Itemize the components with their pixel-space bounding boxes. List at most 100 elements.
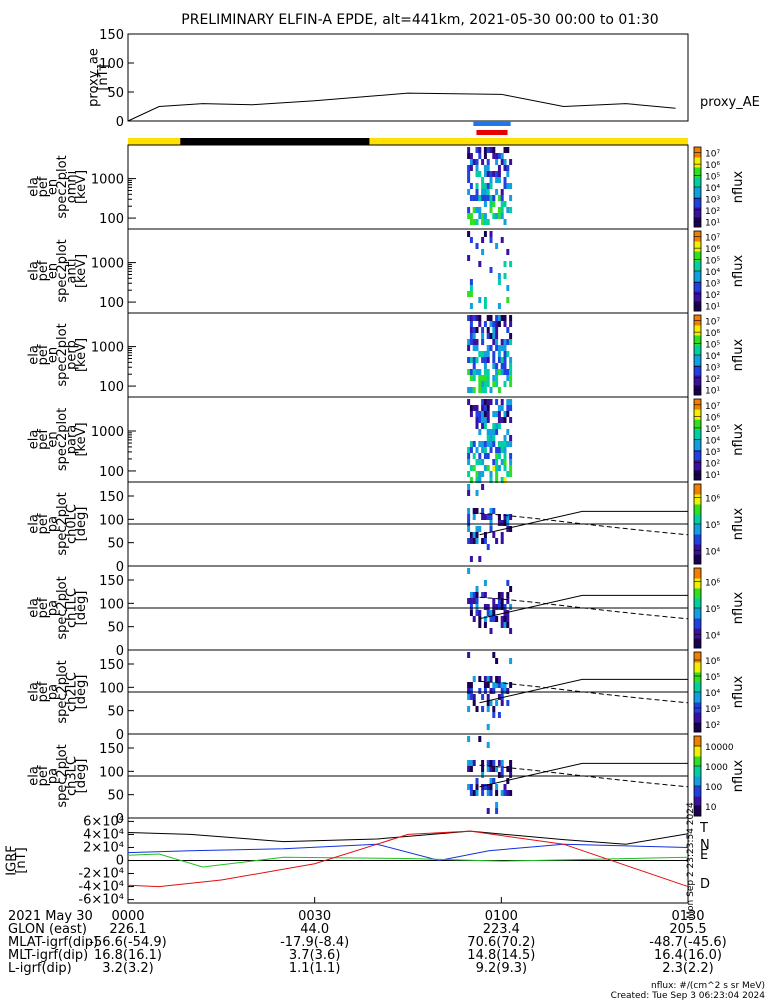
spectrogram-cell xyxy=(467,255,471,261)
colorbar-segment xyxy=(694,654,701,657)
spectrogram-cell xyxy=(469,447,473,453)
colorbar-segment xyxy=(694,421,701,424)
spectrogram-cell xyxy=(509,772,513,778)
spectrogram-cell xyxy=(481,790,485,796)
y-tick-label: 1000 xyxy=(91,173,124,188)
spectrogram-cell xyxy=(500,159,504,165)
colorbar-segment xyxy=(694,279,701,282)
spectrogram-cell xyxy=(486,610,490,616)
colorbar-segment xyxy=(694,490,701,493)
spectrogram-cell xyxy=(483,417,487,423)
spectrogram-cell xyxy=(489,784,493,790)
colorbar-label-line: nflux xyxy=(731,592,746,625)
spectrogram-cell xyxy=(495,213,499,219)
spectrogram-cell xyxy=(503,345,507,351)
spectrogram-cell xyxy=(500,237,504,243)
y-tick-label: 0 xyxy=(116,812,124,827)
spectrogram-cell xyxy=(489,471,493,477)
spectrogram-cell xyxy=(509,766,513,772)
colorbar-segment xyxy=(694,175,701,178)
spectrogram-cell xyxy=(469,411,473,417)
colorbar-segment xyxy=(694,245,701,248)
colorbar-segment xyxy=(694,598,701,601)
spectrogram-cell xyxy=(486,327,490,333)
spectrogram-cell xyxy=(497,345,501,351)
ela_pef_pa_spec2plot_ch2LC-ylabel-line: ela xyxy=(26,682,41,702)
spectrogram-cell xyxy=(489,514,493,520)
spectrogram-cell xyxy=(506,592,510,598)
spectrogram-cell xyxy=(478,261,482,267)
spectrogram-cell xyxy=(478,429,482,435)
spectrogram-cell xyxy=(469,183,473,189)
spectrogram-cell xyxy=(509,159,513,165)
colorbar-segment xyxy=(694,275,701,278)
colorbar-tick-label: 10⁷ xyxy=(705,318,720,328)
colorbar-segment xyxy=(694,255,701,258)
footer-row-label: GLON (east) xyxy=(8,922,87,937)
spectrogram-cell xyxy=(506,441,510,447)
colorbar-tick-label: 10⁶ xyxy=(705,657,720,667)
spectrogram-cell xyxy=(469,441,473,447)
y-tick-label: 150 xyxy=(99,742,124,757)
spectrogram-cell xyxy=(469,538,473,544)
spectrogram-cell xyxy=(509,604,513,610)
colorbar-tick-label: 10⁶ xyxy=(705,329,720,339)
spectrogram-cell xyxy=(486,514,490,520)
spectrogram-cell xyxy=(469,333,473,339)
spectrogram-cell xyxy=(503,453,507,459)
spectrogram-cell xyxy=(492,375,496,381)
ela_pef_en_spec2plot_perp-ylabel-line: perp xyxy=(64,340,79,370)
spectrogram-cell xyxy=(467,339,471,345)
spectrogram-cell xyxy=(481,484,485,490)
footer-value: 0100 xyxy=(485,909,518,924)
spectrogram-cell xyxy=(467,357,471,363)
colorbar-segment xyxy=(694,179,701,182)
colorbar-segment xyxy=(694,187,701,190)
spectrogram-cell xyxy=(497,411,501,417)
spectrogram-cell xyxy=(483,411,487,417)
colorbar-tick-label: 10⁴ xyxy=(705,632,720,642)
colorbar-segment xyxy=(694,518,701,521)
spectrogram-cell xyxy=(478,556,482,562)
anti-loss-cone-line xyxy=(479,596,689,620)
spectrogram-cell xyxy=(467,484,471,490)
spectrogram-cell xyxy=(497,177,501,183)
spectrogram-cell xyxy=(467,682,471,688)
colorbar-segment xyxy=(694,746,701,749)
y-tick-label: -4×10⁴ xyxy=(78,880,124,895)
colorbar-segment xyxy=(694,433,701,436)
spectrogram-cell xyxy=(489,177,493,183)
panel-frame xyxy=(127,228,689,314)
spectrogram-cell xyxy=(495,171,499,177)
spectrogram-cell xyxy=(500,189,504,195)
ela_pef_en_spec2plot_para-ylabel-line: pef xyxy=(36,429,51,450)
shadow-bar xyxy=(180,138,370,145)
colorbar-segment xyxy=(694,720,701,723)
y-tick-label: 2×10⁴ xyxy=(83,840,124,855)
colorbar-segment xyxy=(694,744,701,747)
spectrogram-cell xyxy=(478,153,482,159)
spectrogram-cell xyxy=(506,598,510,604)
spectrogram-cell xyxy=(475,508,479,514)
spectrogram-cell xyxy=(481,159,485,165)
spectrogram-cell xyxy=(497,712,501,718)
colorbar-segment xyxy=(694,578,701,581)
spectrogram-cell xyxy=(500,700,504,706)
spectrogram-cell xyxy=(492,778,496,784)
spectrogram-cell xyxy=(497,171,501,177)
spectrogram-cell xyxy=(467,459,471,465)
spectrogram-cell xyxy=(495,604,499,610)
colorbar-segment xyxy=(694,600,701,603)
spectrogram-cell xyxy=(475,327,479,333)
colorbar-segment xyxy=(694,546,701,549)
colorbar-segment xyxy=(694,305,701,308)
spectrogram-cell xyxy=(506,369,510,375)
colorbar-segment xyxy=(694,516,701,519)
colorbar-segment xyxy=(694,455,701,459)
colorbar-segment xyxy=(694,459,701,463)
spectrogram-cell xyxy=(483,189,487,195)
spectrogram-cell xyxy=(495,177,499,183)
colorbar-segment xyxy=(694,484,701,487)
